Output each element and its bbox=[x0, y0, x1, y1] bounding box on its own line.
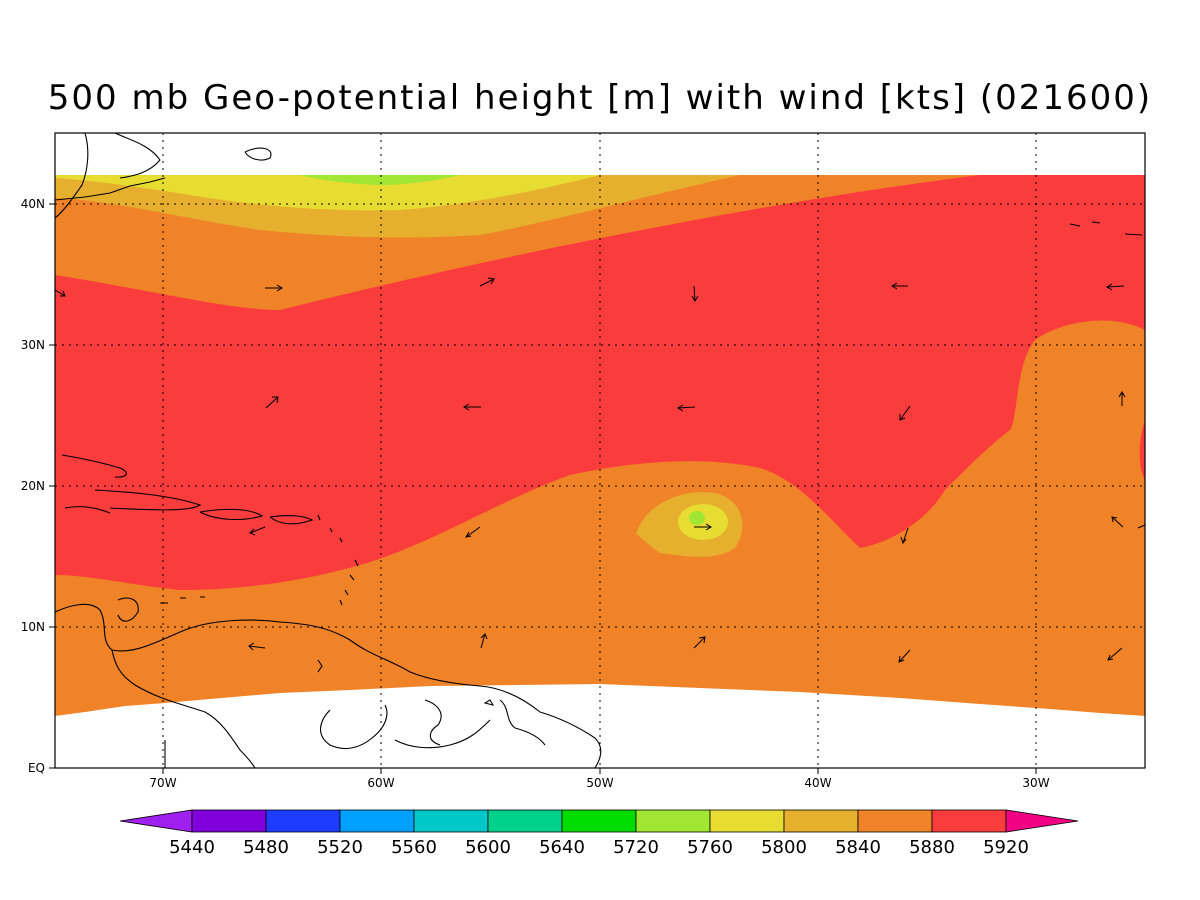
coastlines bbox=[55, 133, 1143, 768]
fill-5800 bbox=[55, 175, 600, 211]
colorbar-box bbox=[487, 809, 563, 833]
colorbar-label: 5920 bbox=[983, 837, 1029, 858]
fill-low-5760 bbox=[689, 511, 705, 525]
colorbar-label: 5480 bbox=[243, 837, 289, 858]
colorbar-box bbox=[635, 809, 711, 833]
colorbar-box bbox=[561, 809, 637, 833]
fill-5920-edge bbox=[1139, 420, 1145, 480]
colorbar-box bbox=[191, 809, 267, 833]
colorbar-box bbox=[265, 809, 341, 833]
colorbar-box bbox=[783, 809, 859, 833]
colorbar: 5440 5480 5520 5560 5600 5640 5720 5760 5800 5840… bbox=[119, 809, 1079, 858]
colorbar-label: 5880 bbox=[909, 837, 955, 858]
colorbar-label: 5520 bbox=[317, 837, 363, 858]
colorbar-right-triangle bbox=[1005, 809, 1079, 833]
nodata-bottom bbox=[55, 684, 1145, 768]
lat-label-40n: 40N bbox=[21, 197, 45, 211]
wind-vectors bbox=[54, 277, 1146, 663]
lat-label-eq: EQ bbox=[28, 761, 45, 775]
fill-5760 bbox=[300, 175, 460, 185]
colorbar-box bbox=[857, 809, 933, 833]
colorbar-box bbox=[709, 809, 785, 833]
lon-label-70w: 70W bbox=[149, 776, 176, 790]
colorbar-label: 5560 bbox=[391, 837, 437, 858]
lon-label-50w: 50W bbox=[586, 776, 613, 790]
colorbar-label: 5640 bbox=[539, 837, 585, 858]
lon-label-40w: 40W bbox=[804, 776, 831, 790]
lon-label-60w: 60W bbox=[367, 776, 394, 790]
colorbar-label: 5600 bbox=[465, 837, 511, 858]
colorbar-label: 5800 bbox=[761, 837, 807, 858]
fill-5920 bbox=[55, 175, 1145, 590]
lon-label-30w: 30W bbox=[1022, 776, 1049, 790]
colorbar-box bbox=[339, 809, 415, 833]
colorbar-box bbox=[931, 809, 1007, 833]
tick-marks bbox=[49, 203, 1037, 774]
colorbar-label: 5840 bbox=[835, 837, 881, 858]
height-field bbox=[55, 133, 1145, 768]
map-title: 500 mb Geo-potential height [m] with win… bbox=[47, 78, 1153, 118]
colorbar-label: 5440 bbox=[169, 837, 215, 858]
graticule bbox=[55, 133, 1145, 768]
colorbar-box bbox=[413, 809, 489, 833]
colorbar-label: 5720 bbox=[613, 837, 659, 858]
colorbar-left-triangle bbox=[119, 809, 193, 833]
lat-label-20n: 20N bbox=[21, 479, 45, 493]
lat-label-10n: 10N bbox=[21, 620, 45, 634]
colorbar-label: 5760 bbox=[687, 837, 733, 858]
lat-label-30n: 30N bbox=[21, 338, 45, 352]
